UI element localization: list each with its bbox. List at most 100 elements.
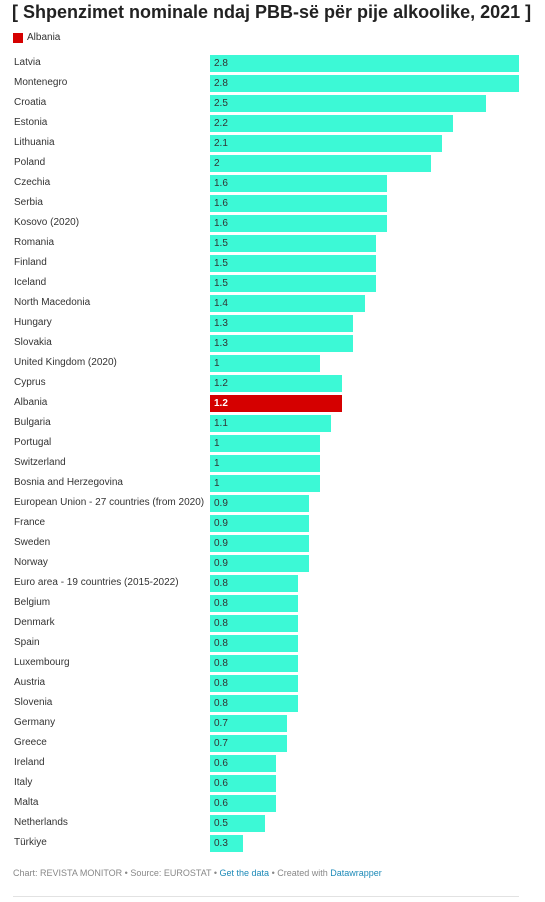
- value-label: 2.1: [214, 138, 228, 149]
- bar-row: Luxembourg 0.8: [0, 654, 545, 672]
- category-label: Denmark: [14, 617, 55, 628]
- value-label: 0.9: [214, 498, 228, 509]
- bar-row: Ireland 0.6: [0, 754, 545, 772]
- bar: [210, 255, 376, 272]
- bar-row: Romania 1.5: [0, 234, 545, 252]
- bar-row: Iceland 1.5: [0, 274, 545, 292]
- category-label: Cyprus: [14, 377, 46, 388]
- category-label: Sweden: [14, 537, 51, 548]
- value-label: 0.9: [214, 558, 228, 569]
- bar: [210, 275, 376, 292]
- category-label: Luxembourg: [14, 657, 70, 668]
- bar: [210, 335, 353, 352]
- value-label: 1.5: [214, 278, 228, 289]
- bar: [210, 315, 353, 332]
- bar-row: Lithuania 2.1: [0, 134, 545, 152]
- category-label: Portugal: [14, 437, 52, 448]
- bar-row: Euro area - 19 countries (2015-2022) 0.8: [0, 574, 545, 592]
- category-label: Slovakia: [14, 337, 52, 348]
- category-label: Hungary: [14, 317, 52, 328]
- bar: [210, 295, 365, 312]
- bar-row: Slovenia 0.8: [0, 694, 545, 712]
- category-label: Croatia: [14, 97, 47, 108]
- value-label: 1: [214, 358, 220, 369]
- bar-row: United Kingdom (2020) 1: [0, 354, 545, 372]
- bar: [210, 455, 320, 472]
- category-label: Bulgaria: [14, 417, 51, 428]
- value-label: 0.7: [214, 718, 228, 729]
- category-label: France: [14, 517, 46, 528]
- bar-row: Netherlands 0.5: [0, 814, 545, 832]
- bar-row: Bosnia and Herzegovina 1: [0, 474, 545, 492]
- bar: [210, 515, 309, 532]
- bar: [210, 475, 320, 492]
- bar: [210, 215, 387, 232]
- value-label: 1.1: [214, 418, 228, 429]
- value-label: 2.8: [214, 78, 228, 89]
- bar-row: European Union - 27 countries (from 2020…: [0, 494, 545, 512]
- category-label: Poland: [14, 157, 46, 168]
- value-label: 1.5: [214, 258, 228, 269]
- category-label: Netherlands: [14, 817, 68, 828]
- bar-row: Latvia 2.8: [0, 54, 545, 72]
- footer-divider: [13, 896, 519, 897]
- bar-highlight: [210, 395, 342, 412]
- bar: [210, 795, 276, 812]
- bar-row: Sweden 0.9: [0, 534, 545, 552]
- footer-created: • Created with: [269, 868, 331, 878]
- value-label: 2.5: [214, 98, 228, 109]
- category-label: Norway: [14, 557, 48, 568]
- bar-row: Albania 1.2: [0, 394, 545, 412]
- bar-row: Estonia 2.2: [0, 114, 545, 132]
- category-label: Ireland: [14, 757, 45, 768]
- legend-label: Albania: [27, 32, 61, 43]
- category-label: Greece: [14, 737, 47, 748]
- category-label: Czechia: [14, 177, 51, 188]
- bar: [210, 775, 276, 792]
- category-label: Euro area - 19 countries (2015-2022): [14, 577, 179, 588]
- category-label: Switzerland: [14, 457, 66, 468]
- bar-row: Finland 1.5: [0, 254, 545, 272]
- category-label: Austria: [14, 677, 46, 688]
- category-label: Türkiye: [14, 837, 47, 848]
- category-label: Serbia: [14, 197, 43, 208]
- value-label: 1: [214, 478, 220, 489]
- value-label: 1.6: [214, 198, 228, 209]
- bar: [210, 135, 442, 152]
- category-label: Iceland: [14, 277, 47, 288]
- get-data-link[interactable]: Get the data: [219, 868, 270, 878]
- bar: [210, 175, 387, 192]
- value-label: 1: [214, 458, 220, 469]
- bar-row: Croatia 2.5: [0, 94, 545, 112]
- bar: [210, 755, 276, 772]
- bar: [210, 635, 298, 652]
- category-label: Germany: [14, 717, 56, 728]
- bar: [210, 535, 309, 552]
- category-label: Bosnia and Herzegovina: [14, 477, 123, 488]
- bar-row: Cyprus 1.2: [0, 374, 545, 392]
- bar-row: Serbia 1.6: [0, 194, 545, 212]
- bar: [210, 815, 265, 832]
- bar: [210, 95, 486, 112]
- category-label: Finland: [14, 257, 47, 268]
- value-label: 1.5: [214, 238, 228, 249]
- value-label: 1.6: [214, 178, 228, 189]
- value-label: 0.6: [214, 798, 228, 809]
- category-label: North Macedonia: [14, 297, 91, 308]
- category-label: Romania: [14, 237, 55, 248]
- bar: [210, 75, 519, 92]
- bar: [210, 835, 243, 852]
- datawrapper-link[interactable]: Datawrapper: [330, 868, 382, 878]
- bar-row: France 0.9: [0, 514, 545, 532]
- category-label: Albania: [14, 397, 48, 408]
- bar-row: Spain 0.8: [0, 634, 545, 652]
- value-label: 1.3: [214, 338, 228, 349]
- legend-swatch: [13, 32, 23, 43]
- category-label: Spain: [14, 637, 40, 648]
- bar: [210, 435, 320, 452]
- value-label: 0.6: [214, 778, 228, 789]
- bar-row: Germany 0.7: [0, 714, 545, 732]
- category-label: United Kingdom (2020): [14, 357, 117, 368]
- bar-chart: Latvia 2.8 Montenegro 2.8 Croatia 2.5 Estonia 2…: [0, 54, 545, 854]
- bar-row: Malta 0.6: [0, 794, 545, 812]
